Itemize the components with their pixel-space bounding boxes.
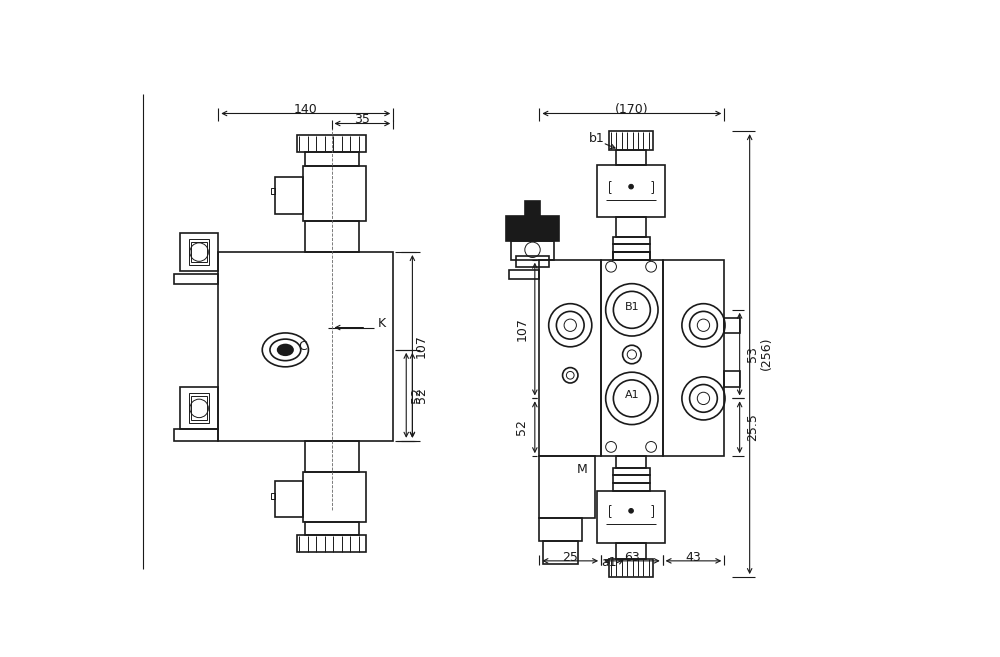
Bar [613,252,650,260]
Text: (256): (256) [760,337,773,371]
Bar [597,491,665,543]
Text: 107: 107 [515,317,528,341]
Text: 107: 107 [415,334,428,358]
Text: 52: 52 [415,388,428,403]
Text: (170): (170) [615,103,649,116]
Text: 63: 63 [624,551,640,564]
Bar [305,152,358,166]
Bar [613,244,650,252]
Bar [509,270,539,279]
Bar [613,483,650,491]
Bar [663,260,724,456]
Bar [597,165,665,217]
Text: C: C [299,340,307,353]
Bar [613,468,650,476]
Bar [613,476,650,483]
Text: B1: B1 [625,302,639,312]
Text: 25.5: 25.5 [746,413,759,441]
Bar [539,260,601,456]
Bar [525,200,540,216]
Bar [539,456,595,518]
Bar [724,371,740,387]
Text: 25: 25 [562,551,578,564]
Bar [543,541,578,564]
Ellipse shape [278,344,293,355]
Circle shape [629,509,633,513]
Bar [613,237,650,244]
Bar [174,274,218,284]
Bar [539,518,582,541]
Bar [180,387,218,429]
Bar [609,558,653,577]
Text: K: K [378,317,386,330]
Text: A1: A1 [625,390,639,400]
Bar [271,188,275,194]
Bar [191,242,207,262]
Bar [275,481,303,517]
Bar [303,166,366,221]
Text: 140: 140 [293,103,317,116]
Bar [303,472,366,522]
Text: b1: b1 [589,133,605,145]
Bar [506,216,559,240]
Text: 35: 35 [354,113,370,126]
Bar [516,256,549,267]
Text: 53: 53 [746,346,759,361]
Bar [271,493,275,499]
Bar [609,131,653,150]
Bar [616,543,646,558]
Bar [218,252,393,441]
Circle shape [629,185,633,189]
Text: 43: 43 [686,551,701,564]
Bar [305,221,358,252]
Bar [191,396,207,420]
Bar [189,393,209,423]
Bar [616,150,646,165]
Bar [616,456,646,468]
Bar [305,522,358,535]
Bar [297,535,366,553]
Bar [297,135,366,152]
Text: 52: 52 [515,419,528,435]
Bar [724,317,740,333]
Bar [613,252,650,260]
Bar [601,260,663,456]
Text: a1: a1 [601,556,617,569]
Text: 52: 52 [410,388,423,403]
Bar [180,233,218,271]
Text: M: M [576,463,587,476]
Bar [616,217,646,237]
Bar [511,240,554,260]
Bar [189,239,209,265]
Bar [174,429,218,441]
Bar [275,177,303,214]
Bar [305,441,358,472]
